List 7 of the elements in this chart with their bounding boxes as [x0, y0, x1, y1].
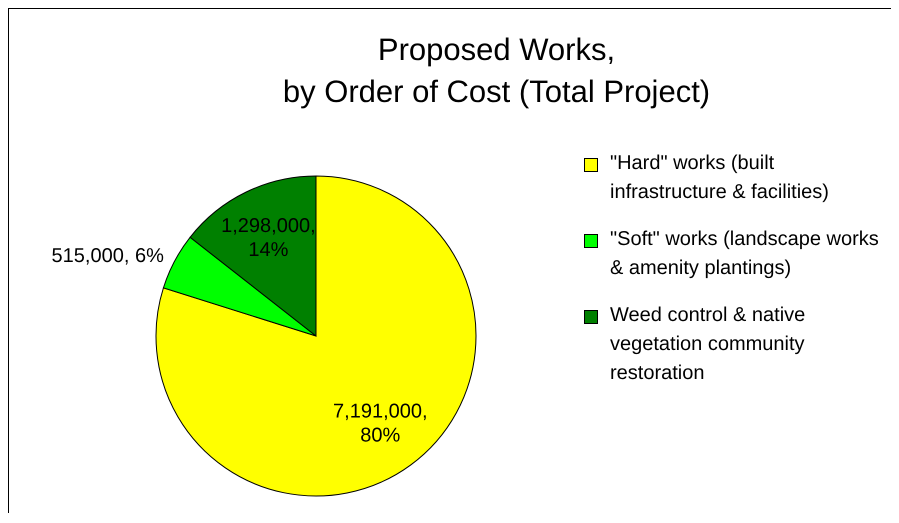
legend-label: "Soft" works (landscape works & amenity plantings) — [610, 227, 880, 281]
legend-label: "Hard" works (built infrastructure & facilities) — [610, 151, 830, 205]
data-label: 515,000, 6% — [52, 244, 164, 267]
data-label: 7,191,000, 80% — [333, 400, 428, 447]
chart-title: Proposed Works, by Order of Cost (Total Project) — [282, 31, 712, 111]
data-label: 1,298,000, 14% — [221, 215, 316, 262]
legend-label: Weed control & native vegetation community restoration — [610, 303, 806, 386]
